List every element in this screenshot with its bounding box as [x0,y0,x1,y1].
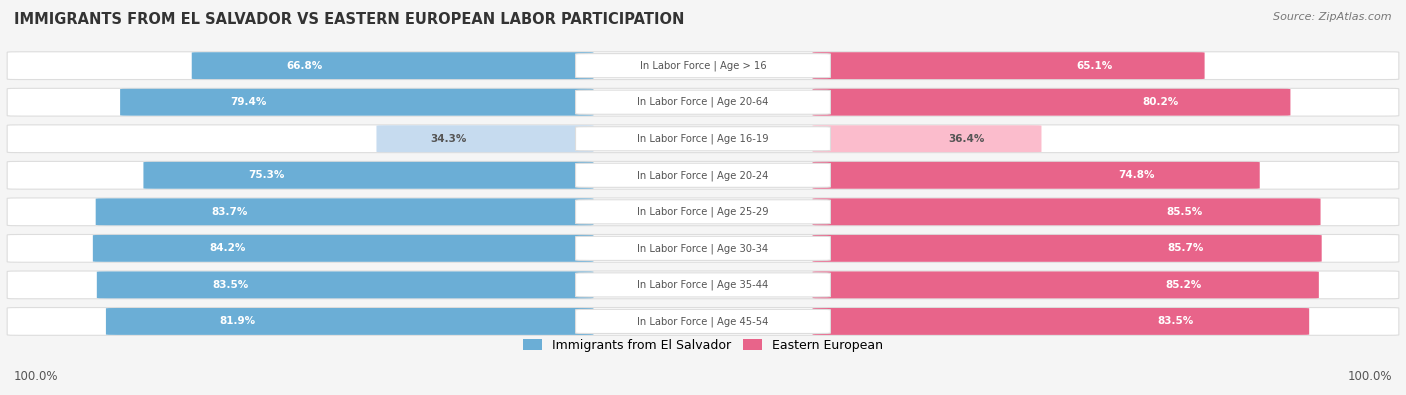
FancyBboxPatch shape [575,90,831,114]
Text: 81.9%: 81.9% [219,316,256,326]
FancyBboxPatch shape [575,273,831,297]
Text: In Labor Force | Age 20-64: In Labor Force | Age 20-64 [637,97,769,107]
FancyBboxPatch shape [7,125,1399,152]
FancyBboxPatch shape [813,89,1291,116]
Text: 79.4%: 79.4% [231,97,267,107]
FancyBboxPatch shape [813,52,1205,79]
FancyBboxPatch shape [813,235,1322,262]
Text: 100.0%: 100.0% [14,370,59,383]
Text: In Labor Force | Age 16-19: In Labor Force | Age 16-19 [637,134,769,144]
Text: 85.2%: 85.2% [1166,280,1201,290]
FancyBboxPatch shape [7,235,1399,262]
Text: In Labor Force | Age 25-29: In Labor Force | Age 25-29 [637,207,769,217]
FancyBboxPatch shape [7,271,1399,299]
FancyBboxPatch shape [7,308,1399,335]
FancyBboxPatch shape [575,127,831,151]
FancyBboxPatch shape [97,271,593,298]
FancyBboxPatch shape [575,309,831,333]
FancyBboxPatch shape [813,271,1319,298]
FancyBboxPatch shape [575,163,831,187]
FancyBboxPatch shape [7,198,1399,226]
FancyBboxPatch shape [377,125,593,152]
Text: 36.4%: 36.4% [949,134,986,144]
Text: 83.5%: 83.5% [1157,316,1194,326]
FancyBboxPatch shape [7,52,1399,79]
Text: 75.3%: 75.3% [249,170,285,180]
Text: In Labor Force | Age 20-24: In Labor Force | Age 20-24 [637,170,769,181]
Text: 74.8%: 74.8% [1119,170,1156,180]
FancyBboxPatch shape [191,52,593,79]
FancyBboxPatch shape [575,200,831,224]
Text: 65.1%: 65.1% [1076,61,1112,71]
FancyBboxPatch shape [143,162,593,189]
FancyBboxPatch shape [813,198,1320,225]
FancyBboxPatch shape [7,162,1399,189]
FancyBboxPatch shape [105,308,593,335]
Text: Source: ZipAtlas.com: Source: ZipAtlas.com [1274,12,1392,22]
Text: In Labor Force | Age 45-54: In Labor Force | Age 45-54 [637,316,769,327]
Text: 83.5%: 83.5% [212,280,249,290]
FancyBboxPatch shape [93,235,593,262]
Text: 84.2%: 84.2% [209,243,246,253]
Text: 83.7%: 83.7% [211,207,247,217]
FancyBboxPatch shape [813,162,1260,189]
Text: 80.2%: 80.2% [1143,97,1180,107]
FancyBboxPatch shape [575,236,831,260]
FancyBboxPatch shape [575,54,831,78]
Text: In Labor Force | Age 30-34: In Labor Force | Age 30-34 [637,243,769,254]
Text: 85.5%: 85.5% [1167,207,1202,217]
FancyBboxPatch shape [120,89,593,116]
FancyBboxPatch shape [96,198,593,225]
Text: 66.8%: 66.8% [287,61,322,71]
Text: In Labor Force | Age > 16: In Labor Force | Age > 16 [640,60,766,71]
Text: IMMIGRANTS FROM EL SALVADOR VS EASTERN EUROPEAN LABOR PARTICIPATION: IMMIGRANTS FROM EL SALVADOR VS EASTERN E… [14,12,685,27]
Text: 100.0%: 100.0% [1347,370,1392,383]
Legend: Immigrants from El Salvador, Eastern European: Immigrants from El Salvador, Eastern Eur… [517,334,889,357]
FancyBboxPatch shape [7,88,1399,116]
Text: 34.3%: 34.3% [430,134,467,144]
FancyBboxPatch shape [813,308,1309,335]
FancyBboxPatch shape [813,125,1042,152]
Text: In Labor Force | Age 35-44: In Labor Force | Age 35-44 [637,280,769,290]
Text: 85.7%: 85.7% [1167,243,1204,253]
